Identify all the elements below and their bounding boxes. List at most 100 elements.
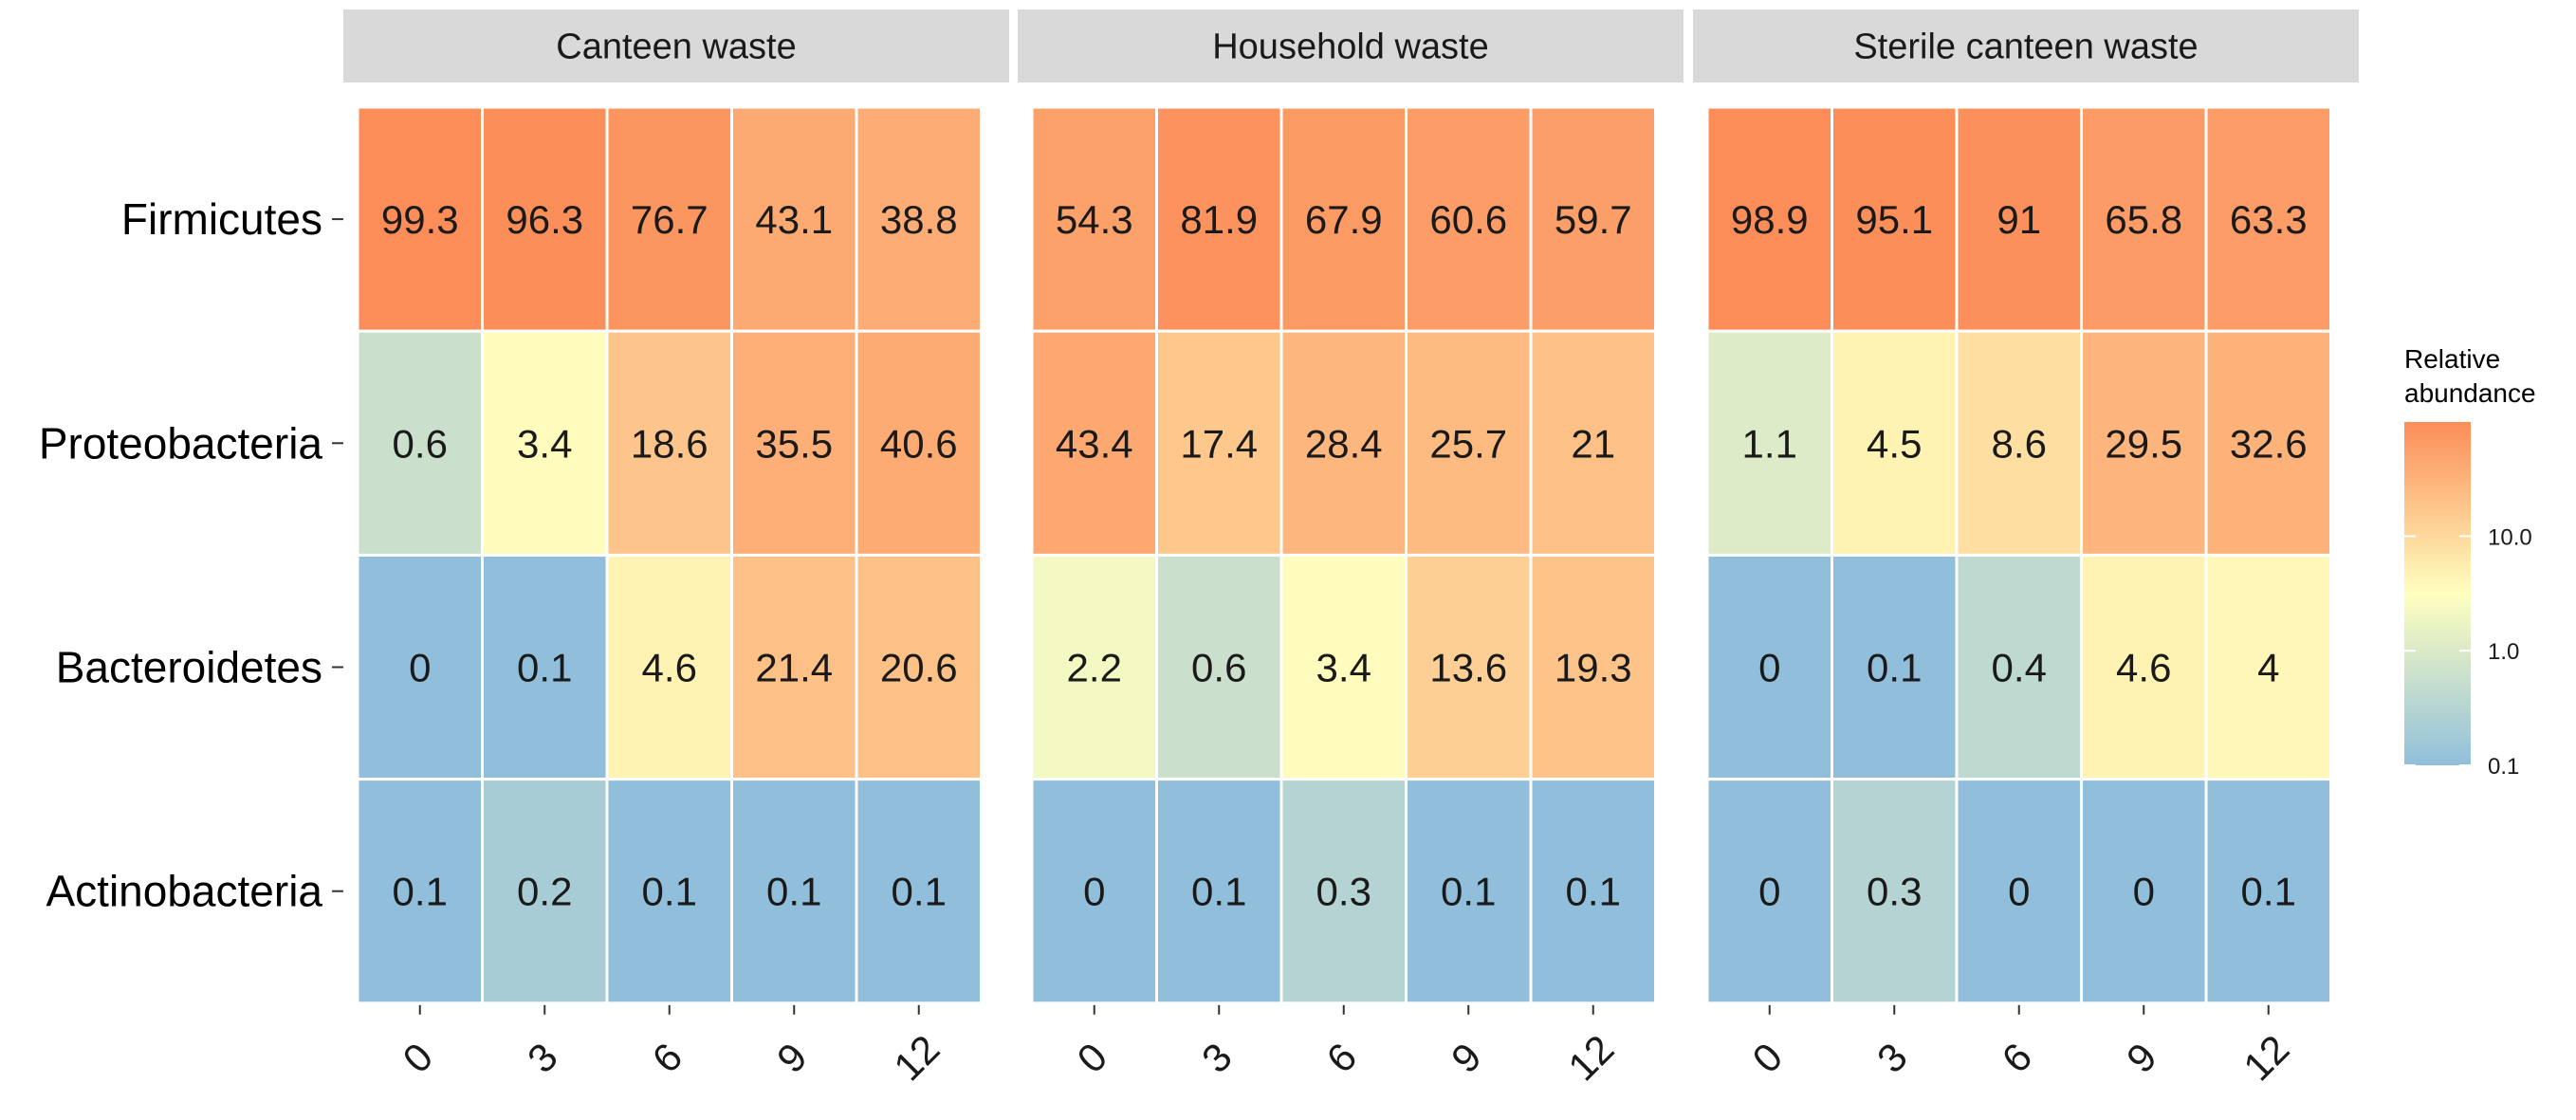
facet-strip-background (343, 9, 1009, 83)
cell-value-label: 4.5 (1867, 421, 1922, 466)
legend-title: abundance (2404, 378, 2536, 408)
panels-group: Canteen waste 99.3 96.3 76.7 43.1 38.8 0.6 3.4 1… (343, 9, 2359, 1090)
cell-value-label: 63.3 (2230, 197, 2308, 242)
legend: Relative abundance 10.0 1.0 0.1 (2404, 344, 2536, 780)
cell-value-label: 0.1 (1441, 870, 1496, 914)
panel-2: Sterile canteen waste 98.9 95.1 91 65.8 63.3 1… (1693, 9, 2359, 1090)
heatmap-cell (481, 553, 609, 781)
x-tick-label: 9 (1443, 1035, 1490, 1082)
x-tick-label: 12 (885, 1026, 948, 1089)
heatmap-cell (1705, 553, 1833, 781)
cell-value-label: 65.8 (2105, 197, 2182, 242)
x-tick-label: 6 (1993, 1035, 2040, 1082)
cell-value-label: 98.9 (1731, 197, 1809, 242)
x-tick-label: 0 (394, 1035, 441, 1082)
heatmap-cell (1030, 778, 1158, 1005)
cell-value-label: 0.1 (393, 870, 448, 914)
cell-value-label: 0 (409, 646, 431, 690)
heatmap-cell (1155, 553, 1283, 781)
heatmap-cell (1705, 329, 1833, 557)
heatmap-cell (1529, 553, 1657, 781)
legend-tick-label: 10.0 (2488, 524, 2532, 550)
cell-value-label: 43.4 (1056, 421, 1133, 466)
cell-value-label: 81.9 (1180, 197, 1258, 242)
heatmap-cell (1030, 105, 1158, 333)
heatmap-cell (481, 778, 609, 1005)
cell-value-label: 4.6 (2116, 646, 2171, 690)
cell-value-label: 38.8 (880, 197, 958, 242)
heatmap-cell (1279, 553, 1408, 781)
cell-value-label: 32.6 (2230, 421, 2308, 466)
row-labels-group: Firmicutes Proteobacteria Bacteroidetes Act… (39, 194, 343, 916)
cell-value-label: 4 (2257, 646, 2279, 690)
cell-value-label: 54.3 (1056, 197, 1133, 242)
cell-value-label: 40.6 (880, 421, 958, 466)
heatmap-cell (1405, 105, 1533, 333)
cell-value-label: 29.5 (2105, 421, 2182, 466)
heatmap-cell (605, 553, 733, 781)
cell-value-label: 21.4 (755, 646, 833, 690)
heatmap-cell (855, 329, 983, 557)
cell-value-label: 0.1 (1566, 870, 1621, 914)
x-tick-label: 6 (643, 1035, 690, 1082)
cell-value-label: 0.1 (766, 870, 821, 914)
cell-value-label: 35.5 (755, 421, 833, 466)
heatmap-cell (730, 553, 858, 781)
cell-value-label: 0.1 (2241, 870, 2296, 914)
heatmap-cell (605, 329, 733, 557)
heatmap-cell (1955, 778, 2083, 1005)
heatmap-cell (481, 105, 609, 333)
heatmap-cell (2080, 329, 2208, 557)
cell-value-label: 59.7 (1555, 197, 1632, 242)
cell-value-label: 0 (1758, 646, 1780, 690)
cell-value-label: 0.6 (393, 421, 448, 466)
cell-value-label: 13.6 (1429, 646, 1507, 690)
heatmap-cell (356, 778, 484, 1005)
heatmap-cell (855, 778, 983, 1005)
heatmap-cell (2204, 329, 2332, 557)
cell-value-label: 0.1 (1867, 646, 1922, 690)
cell-value-label: 43.1 (755, 197, 833, 242)
facet-strip-label: Household waste (1212, 28, 1489, 67)
cell-value-label: 28.4 (1305, 421, 1383, 466)
cell-value-label: 19.3 (1555, 646, 1632, 690)
cell-value-label: 1.1 (1742, 421, 1797, 466)
y-tick-label: Bacteroidetes (56, 643, 322, 692)
heatmap-cell (356, 105, 484, 333)
heatmap-cell (2204, 778, 2332, 1005)
heatmap-cell (1831, 778, 1959, 1005)
cell-value-label: 91 (1996, 197, 2041, 242)
heatmap-cell (1405, 778, 1533, 1005)
y-tick-label: Firmicutes (121, 194, 322, 244)
cell-value-label: 95.1 (1855, 197, 1933, 242)
cell-value-label: 3.4 (517, 421, 572, 466)
heatmap-cell (2204, 553, 2332, 781)
cell-value-label: 0 (1758, 870, 1780, 914)
cell-value-label: 0.1 (642, 870, 697, 914)
cell-value-label: 20.6 (880, 646, 958, 690)
x-tick-label: 9 (2118, 1035, 2165, 1082)
heatmap-cell (1279, 778, 1408, 1005)
heatmap-cell (1955, 329, 2083, 557)
y-tick-label: Actinobacteria (46, 867, 323, 916)
cell-value-label: 17.4 (1180, 421, 1258, 466)
x-tick-label: 0 (1743, 1035, 1791, 1082)
cell-value-label: 0.1 (892, 870, 947, 914)
x-tick-label: 3 (519, 1035, 566, 1082)
heatmap-cell (730, 778, 858, 1005)
cell-value-label: 99.3 (381, 197, 459, 242)
x-tick-label: 6 (1317, 1035, 1365, 1082)
cell-value-label: 0.2 (517, 870, 572, 914)
legend-colorbar (2404, 422, 2471, 765)
legend-tick-label: 1.0 (2488, 639, 2519, 665)
x-tick-label: 9 (768, 1035, 816, 1082)
cell-value-label: 0.3 (1867, 870, 1922, 914)
facet-strip-label: Canteen waste (556, 28, 797, 67)
heatmap-cell (2080, 778, 2208, 1005)
heatmap-cell (2204, 105, 2332, 333)
cell-value-label: 0 (1083, 870, 1105, 914)
heatmap-cell (1155, 778, 1283, 1005)
heatmap-cell (1155, 105, 1283, 333)
facet-strip-label: Sterile canteen waste (1853, 28, 2198, 67)
